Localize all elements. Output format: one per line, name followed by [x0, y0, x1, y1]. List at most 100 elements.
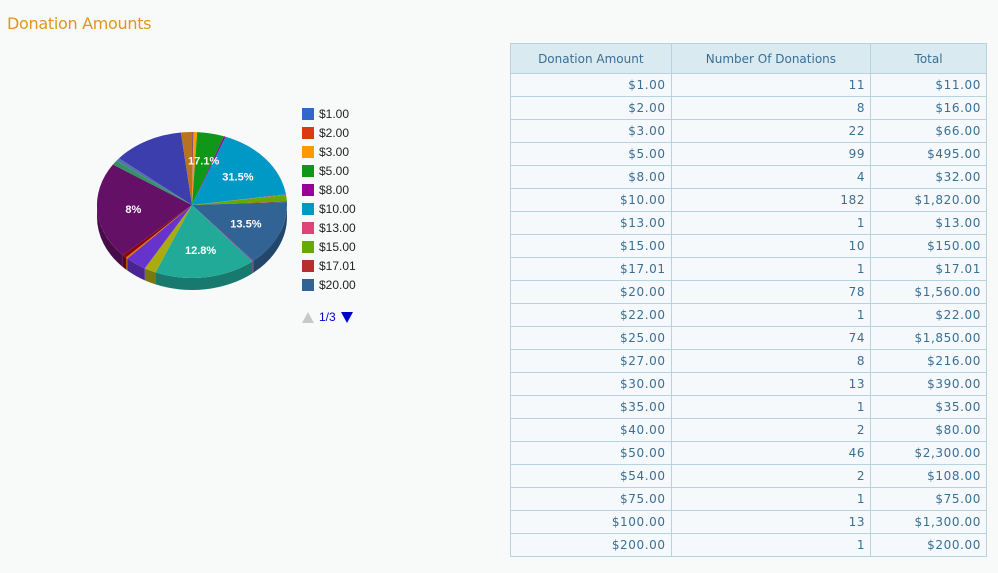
pie-slice[interactable]: [112, 160, 192, 205]
table-row: $3.00 22 $66.00: [510, 119, 987, 143]
cell-donation-amount: $20.00: [510, 280, 672, 304]
table-row: $100.00 13 $1,300.00: [510, 510, 987, 534]
pie-slice-side: [125, 257, 128, 271]
chart-legend: $1.00 $2.00 $3.00 $5.00 $8.00 $10.00 $13.00 $15…: [302, 104, 356, 294]
table-row: $50.00 46 $2,300.00: [510, 441, 987, 465]
legend-label: $20.00: [319, 277, 356, 292]
legend-item[interactable]: $17.01: [302, 256, 356, 275]
pie-slice[interactable]: [144, 205, 192, 273]
table-row: $54.00 2 $108.00: [510, 464, 987, 488]
legend-swatch-icon: [302, 259, 314, 272]
pie-slice[interactable]: [116, 158, 192, 205]
cell-donation-amount: $15.00: [510, 234, 672, 258]
pie-slice[interactable]: [125, 205, 192, 259]
legend-label: $5.00: [319, 163, 350, 178]
table-row: $27.00 8 $216.00: [510, 349, 987, 373]
cell-total: $1,850.00: [870, 326, 987, 350]
legend-pager: 1/3: [302, 310, 353, 324]
legend-item[interactable]: $1.00: [302, 104, 356, 123]
table-row: $25.00 74 $1,850.00: [510, 326, 987, 350]
table-row: $20.00 78 $1,560.00: [510, 280, 987, 304]
cell-donation-amount: $5.00: [510, 142, 672, 166]
table-row: $2.00 8 $16.00: [510, 96, 987, 120]
cell-total: $13.00: [870, 211, 987, 235]
pie-slice-side: [97, 205, 123, 268]
pie-slice[interactable]: [96, 164, 192, 256]
cell-number-of-donations: 8: [670, 96, 872, 120]
cell-number-of-donations: 1: [670, 533, 872, 557]
legend-swatch-icon: [302, 183, 314, 196]
legend-item[interactable]: $10.00: [302, 199, 356, 218]
table-row: $30.00 13 $390.00: [510, 372, 987, 396]
pie-slice-side: [127, 258, 145, 281]
pie-slice-label: 17.1%: [188, 156, 219, 168]
cell-donation-amount: $35.00: [510, 395, 672, 419]
table-row: $8.00 4 $32.00: [510, 165, 987, 189]
cell-number-of-donations: 78: [670, 280, 872, 304]
legend-item[interactable]: $2.00: [302, 123, 356, 142]
table-row: $5.00 99 $495.00: [510, 142, 987, 166]
legend-item[interactable]: $20.00: [302, 275, 356, 294]
table-row: $1.00 11 $11.00: [510, 73, 987, 97]
legend-item[interactable]: $15.00: [302, 237, 356, 256]
cell-donation-amount: $1.00: [510, 73, 672, 97]
cell-donation-amount: $10.00: [510, 188, 672, 212]
legend-item[interactable]: $5.00: [302, 161, 356, 180]
pie-slice-side: [122, 255, 126, 270]
cell-total: $17.01: [870, 257, 987, 281]
table-row: $200.00 1 $200.00: [510, 533, 987, 557]
pie-slice[interactable]: [192, 205, 254, 262]
pie-slice[interactable]: [122, 205, 192, 258]
pie-slice[interactable]: [119, 132, 192, 205]
cell-number-of-donations: 13: [670, 510, 872, 534]
legend-item[interactable]: $3.00: [302, 142, 356, 161]
legend-item[interactable]: $8.00: [302, 180, 356, 199]
pie-slice[interactable]: [192, 132, 194, 205]
pie-slice[interactable]: [192, 202, 287, 261]
legend-label: $2.00: [319, 125, 350, 140]
pie-slice[interactable]: [192, 132, 198, 205]
cell-number-of-donations: 2: [670, 464, 872, 488]
header-total[interactable]: Total: [870, 43, 987, 74]
pie-slice[interactable]: [127, 205, 192, 269]
pie-slice-side: [155, 261, 253, 290]
cell-number-of-donations: 182: [670, 188, 872, 212]
header-number-of-donations[interactable]: Number Of Donations: [670, 43, 872, 74]
cell-number-of-donations: 1: [670, 303, 872, 327]
legend-item[interactable]: $13.00: [302, 218, 356, 237]
pie-slice[interactable]: [180, 132, 192, 205]
cell-total: $200.00: [870, 533, 987, 557]
pie-slice[interactable]: [192, 136, 286, 205]
pie-slice[interactable]: [192, 194, 287, 205]
pie-chart[interactable]: 17.1% 31.5% 13.5% 12.8% 8%: [90, 120, 300, 310]
legend-next-page-icon[interactable]: [340, 311, 353, 323]
cell-donation-amount: $13.00: [510, 211, 672, 235]
legend-swatch-icon: [302, 278, 314, 291]
pie-slice-label: 12.8%: [185, 245, 216, 257]
cell-donation-amount: $50.00: [510, 441, 672, 465]
header-donation-amount[interactable]: Donation Amount: [510, 43, 672, 74]
legend-swatch-icon: [302, 202, 314, 215]
page-title: Donation Amounts: [7, 14, 152, 33]
pie-slice[interactable]: [192, 194, 287, 205]
pie-slice-side: [144, 268, 156, 285]
legend-swatch-icon: [302, 164, 314, 177]
cell-number-of-donations: 8: [670, 349, 872, 373]
pie-slice-label: 31.5%: [222, 172, 253, 184]
cell-total: $32.00: [870, 165, 987, 189]
cell-total: $150.00: [870, 234, 987, 258]
pie-slice[interactable]: [192, 136, 226, 205]
cell-number-of-donations: 1: [670, 395, 872, 419]
legend-swatch-icon: [302, 145, 314, 158]
pie-slice-side: [253, 205, 287, 273]
cell-total: $16.00: [870, 96, 987, 120]
pie-slice[interactable]: [192, 201, 287, 205]
legend-prev-page-icon[interactable]: [302, 311, 314, 323]
pie-slice[interactable]: [192, 132, 224, 205]
pie-chart-svg[interactable]: 17.1%31.5% 13.5% 12.8% 8%: [90, 120, 300, 310]
cell-total: $75.00: [870, 487, 987, 511]
cell-number-of-donations: 2: [670, 418, 872, 442]
cell-total: $66.00: [870, 119, 987, 143]
pie-slice[interactable]: [155, 205, 253, 278]
cell-total: $22.00: [870, 303, 987, 327]
